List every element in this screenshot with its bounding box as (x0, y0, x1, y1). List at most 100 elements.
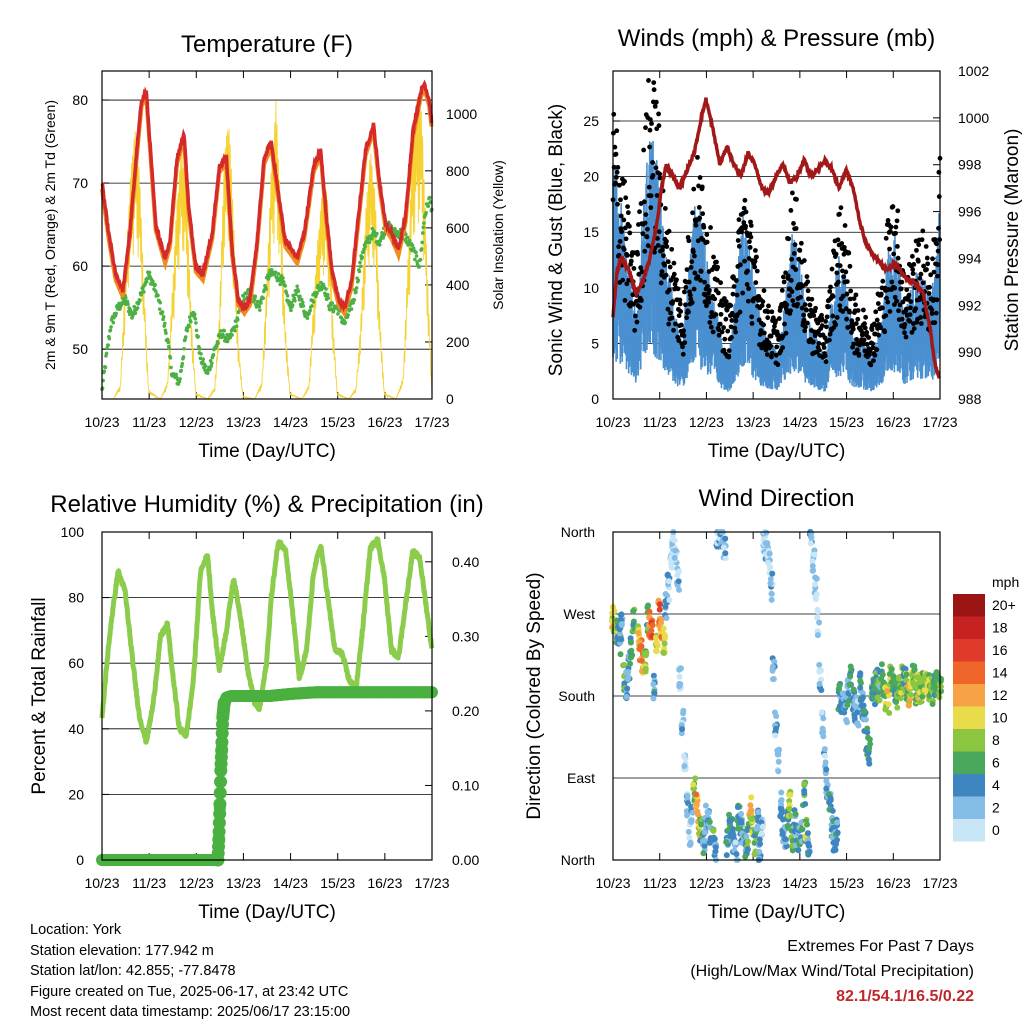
direction-point (770, 676, 777, 683)
direction-point (685, 828, 692, 835)
dewpoint-point (264, 287, 268, 291)
direction-point (894, 704, 901, 711)
legend-title: mph (992, 574, 1019, 590)
gust-point (930, 256, 935, 262)
direction-point (772, 725, 779, 732)
dewpoint-point (198, 356, 203, 361)
gust-point (913, 306, 919, 312)
direction-point (936, 694, 943, 701)
direction-point (684, 792, 691, 799)
direction-point (701, 837, 708, 844)
gust-point (892, 285, 898, 291)
gust-point (639, 298, 644, 303)
dewpoint-point (346, 313, 350, 317)
precip-series (96, 686, 438, 867)
dewpoint-point (422, 221, 426, 225)
gust-point (702, 299, 708, 305)
dewpoint-point (181, 355, 186, 359)
direction-point (822, 759, 829, 766)
gust-point (852, 350, 858, 356)
y-tick-label-4: South (558, 688, 595, 704)
dewpoint-point (354, 286, 359, 290)
direction-point (662, 603, 669, 610)
gust-point (918, 321, 924, 326)
y-tick-label-2: 20 (583, 169, 599, 185)
dewpoint-point (315, 291, 319, 295)
dewpoint-point (418, 257, 423, 262)
gust-point (628, 258, 634, 264)
y-tick-label-2: 25 (583, 113, 599, 129)
dewpoint-point (255, 299, 260, 304)
direction-point (885, 701, 892, 708)
gust-point (688, 296, 694, 302)
gust-point (731, 284, 737, 289)
direction-point (811, 547, 818, 554)
direction-point (938, 675, 945, 682)
gust-point (655, 243, 661, 248)
gust-point (684, 315, 690, 321)
y-axis-label-4: Direction (Colored By Speed) (524, 572, 545, 819)
gust-point (793, 226, 799, 231)
direction-point (756, 848, 763, 855)
direction-point (661, 635, 668, 642)
dewpoint-point (164, 331, 168, 335)
direction-point (806, 848, 813, 855)
direction-point (658, 616, 665, 623)
gust-point (851, 296, 857, 302)
gust-point (792, 242, 798, 248)
gust-point (741, 220, 747, 225)
direction-point (879, 671, 886, 678)
gust-point (677, 297, 683, 303)
gust-point (920, 280, 926, 286)
direction-point (811, 551, 818, 558)
gust-point (847, 263, 853, 269)
dewpoint-point (208, 367, 212, 371)
y-right-tick-label-2: 990 (958, 344, 982, 360)
gust-point (791, 250, 797, 256)
dewpoint-point (125, 299, 130, 304)
gust-point (773, 352, 779, 358)
gust-point (864, 341, 870, 347)
gust-point (635, 251, 641, 257)
x-tick-label-4: 11/23 (643, 875, 677, 891)
gust-point (690, 249, 696, 255)
gust-point (920, 228, 926, 234)
dewpoint-point (182, 346, 186, 351)
gust-point (839, 241, 845, 246)
direction-point (693, 800, 700, 807)
gust-point (664, 238, 669, 244)
gust-point (676, 313, 682, 319)
dewpoint-point (358, 260, 362, 265)
direction-point (821, 746, 828, 753)
rh-line (99, 536, 435, 745)
gust-point (625, 204, 630, 209)
gust-point (748, 234, 754, 240)
gust-point (752, 248, 758, 253)
legend-label: 10 (992, 710, 1008, 726)
dewpoint-point (230, 333, 234, 337)
gust-point (764, 352, 770, 357)
direction-point (775, 758, 782, 765)
direction-point (802, 800, 809, 807)
dewpoint-point (358, 264, 363, 269)
legend-swatch (953, 616, 985, 639)
direction-point (671, 537, 678, 544)
dewpoint-point (162, 321, 167, 326)
x-tick-label-1: 15/23 (320, 414, 355, 430)
gust-point (781, 274, 786, 280)
gust-point (918, 271, 924, 277)
direction-point (919, 693, 926, 700)
gust-point (698, 268, 704, 274)
gust-point (745, 298, 751, 304)
direction-point (813, 591, 820, 598)
direction-point (850, 686, 857, 693)
gust-point (637, 209, 642, 215)
gust-point (735, 238, 741, 243)
gust-point (686, 238, 692, 244)
gust-point (923, 244, 929, 249)
gust-point (856, 353, 862, 358)
x-tick-label-4: 17/23 (922, 875, 957, 891)
direction-point (711, 836, 718, 843)
gust-point (844, 279, 850, 285)
gust-point (666, 321, 672, 327)
